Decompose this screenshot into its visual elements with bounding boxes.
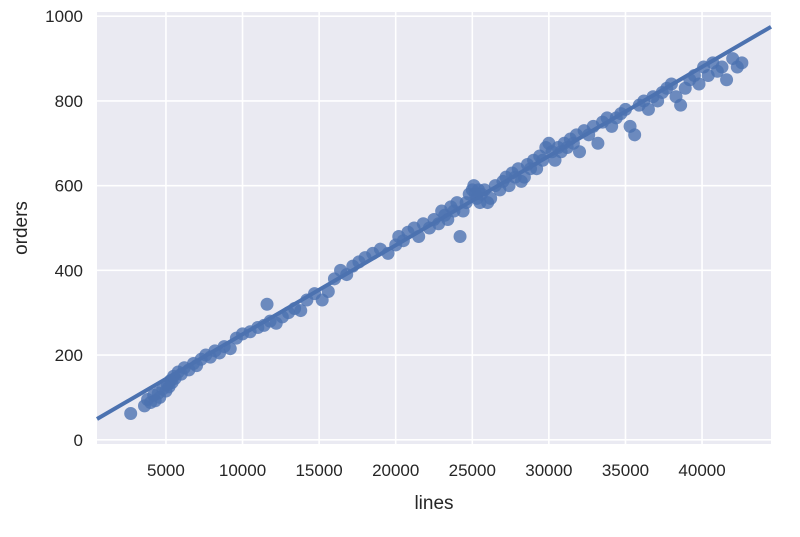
data-point <box>591 136 605 150</box>
data-point <box>720 73 734 87</box>
y-tick-label: 400 <box>55 261 83 280</box>
y-tick-labels: 0 200 400 600 800 1000 <box>45 7 83 450</box>
x-tick-label: 25000 <box>449 461 496 480</box>
data-point <box>641 102 655 116</box>
y-tick-label: 0 <box>74 431 83 450</box>
y-tick-label: 1000 <box>45 7 83 26</box>
y-tick-label: 200 <box>55 346 83 365</box>
x-tick-label: 30000 <box>525 461 572 480</box>
x-tick-label: 10000 <box>219 461 266 480</box>
data-point <box>715 60 729 74</box>
data-point <box>664 77 678 91</box>
x-tick-label: 20000 <box>372 461 419 480</box>
data-point <box>735 56 749 70</box>
data-point <box>321 285 335 299</box>
y-tick-label: 800 <box>55 92 83 111</box>
data-point <box>484 191 498 205</box>
data-point <box>628 128 642 142</box>
data-point <box>573 145 587 159</box>
x-tick-label: 15000 <box>295 461 342 480</box>
data-points <box>124 52 749 421</box>
data-point <box>412 229 426 243</box>
y-tick-label: 600 <box>55 177 83 196</box>
data-point <box>674 98 688 112</box>
x-axis-label: lines <box>414 493 453 514</box>
x-tick-label: 40000 <box>678 461 725 480</box>
data-point <box>536 153 550 167</box>
data-point <box>618 102 632 116</box>
data-point <box>124 407 138 421</box>
data-point <box>453 229 467 243</box>
data-point <box>381 246 395 260</box>
x-tick-label: 5000 <box>147 461 185 480</box>
data-point <box>692 77 706 91</box>
y-axis-label: orders <box>11 201 32 255</box>
data-point <box>294 304 308 318</box>
x-tick-labels: 5000 10000 15000 20000 25000 30000 35000 40000 <box>147 461 726 480</box>
data-point <box>260 297 274 311</box>
x-tick-label: 35000 <box>602 461 649 480</box>
data-point <box>223 342 237 356</box>
